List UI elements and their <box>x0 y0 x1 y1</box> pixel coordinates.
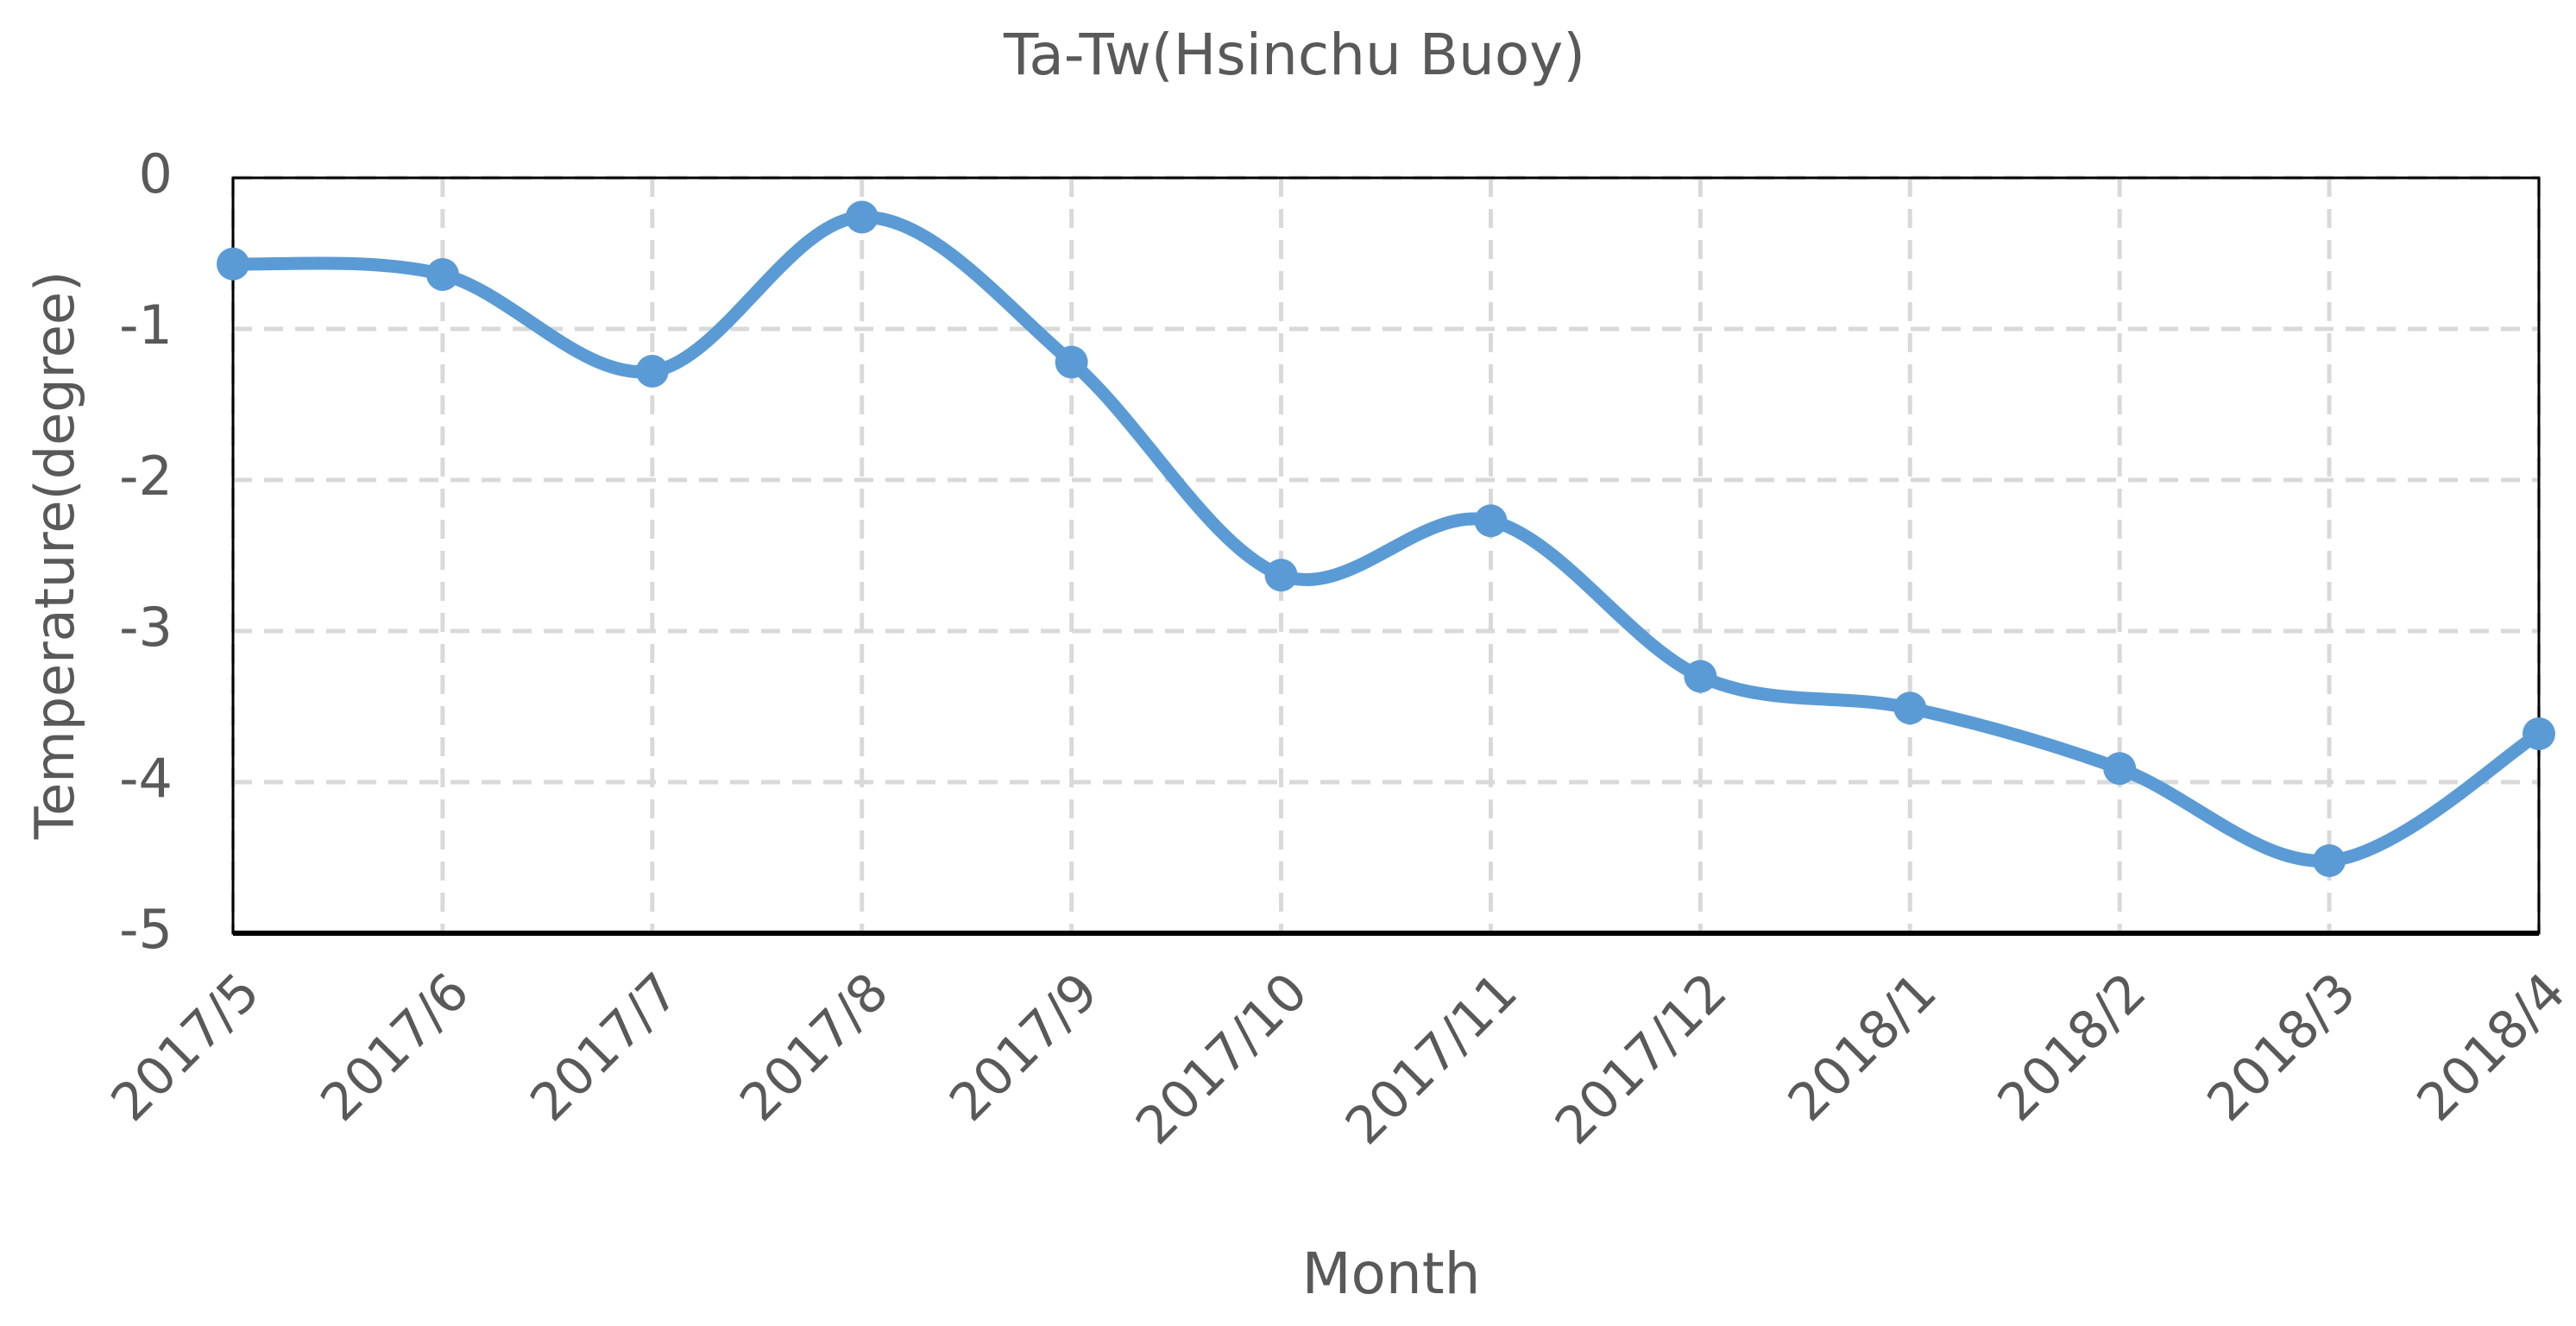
y-tick-label: -1 <box>119 294 173 357</box>
marker <box>217 247 249 281</box>
x-tick-label: 2017/9 <box>938 962 1110 1133</box>
x-tick-label: 2017/6 <box>309 962 481 1133</box>
x-tick-label: 2017/7 <box>519 962 690 1133</box>
x-tick-label: 2017/10 <box>1124 962 1319 1157</box>
x-tick-label: 2018/4 <box>2406 962 2576 1133</box>
marker <box>1264 559 1298 592</box>
y-axis-title: Temperature(degree) <box>23 271 86 840</box>
marker <box>1684 660 1717 693</box>
marker <box>1893 691 1927 725</box>
marker <box>2313 844 2346 877</box>
marker <box>425 258 459 291</box>
marker <box>2103 752 2137 786</box>
marker <box>635 355 669 388</box>
marker <box>1055 345 1088 379</box>
y-tick-label: -3 <box>119 596 173 659</box>
marker <box>2522 717 2555 750</box>
y-tick-label: 0 <box>139 142 173 205</box>
x-axis-title: Month <box>1302 1241 1481 1307</box>
marker <box>845 200 879 234</box>
x-tick-label: 2017/12 <box>1544 962 1739 1157</box>
line <box>232 210 2542 868</box>
y-tick-label: -5 <box>119 898 173 961</box>
x-tick-label: 2017/8 <box>728 962 900 1133</box>
x-tick-label: 2017/5 <box>100 962 272 1133</box>
y-tick-label: -4 <box>119 747 173 810</box>
x-tick-label: 2017/11 <box>1334 962 1529 1157</box>
x-tick-label: 2018/3 <box>2196 962 2368 1133</box>
x-tick-label: 2018/1 <box>1777 962 1949 1133</box>
x-tick-label: 2018/2 <box>1987 962 2158 1133</box>
marker <box>1474 504 1508 538</box>
y-tick-label: -2 <box>119 445 173 508</box>
chart-title: Ta-Tw(Hsinchu Buoy) <box>1003 22 1585 88</box>
